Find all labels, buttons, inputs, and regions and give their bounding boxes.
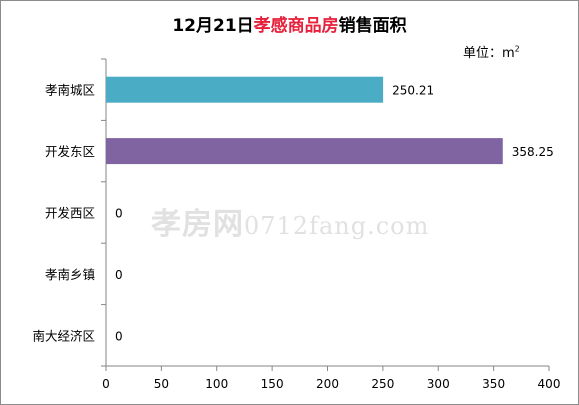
category-label: 开发西区: [45, 206, 95, 221]
title-highlight: 孝感商品房: [253, 16, 339, 36]
category-label: 孝南乡镇: [45, 267, 95, 282]
unit-label: 单位：m2: [463, 42, 520, 61]
bar: [106, 138, 503, 165]
x-tick-label: 0: [102, 377, 110, 391]
title-date: 12月21日: [172, 16, 254, 36]
value-label: 0: [115, 207, 123, 221]
category-label: 开发东区: [45, 144, 95, 159]
x-tick-label: 50: [154, 377, 169, 391]
x-tick-label: 350: [482, 377, 505, 391]
title-suffix: 销售面积: [338, 16, 407, 36]
value-label: 0: [115, 268, 123, 282]
category-label: 孝南城区: [45, 83, 95, 98]
value-label: 250.21: [392, 84, 434, 98]
x-tick-label: 200: [316, 377, 339, 391]
value-label: 0: [115, 329, 123, 343]
x-tick-label: 300: [427, 377, 450, 391]
x-tick-label: 400: [538, 377, 561, 391]
bar: [106, 76, 384, 103]
unit-sup: 2: [514, 44, 520, 54]
category-label: 南大经济区: [32, 328, 95, 343]
value-label: 358.25: [512, 145, 554, 159]
unit-prefix: 单位：m: [463, 46, 515, 61]
x-tick-label: 250: [371, 377, 394, 391]
chart-title: 12月21日孝感商品房销售面积: [1, 11, 578, 36]
x-tick-label: 150: [261, 377, 284, 391]
watermark: 孝房网0712fang.com: [151, 199, 429, 243]
watermark-latin: 0712fang.com: [244, 212, 430, 240]
x-tick-label: 100: [205, 377, 228, 391]
watermark-cn: 孝房网: [151, 207, 244, 242]
